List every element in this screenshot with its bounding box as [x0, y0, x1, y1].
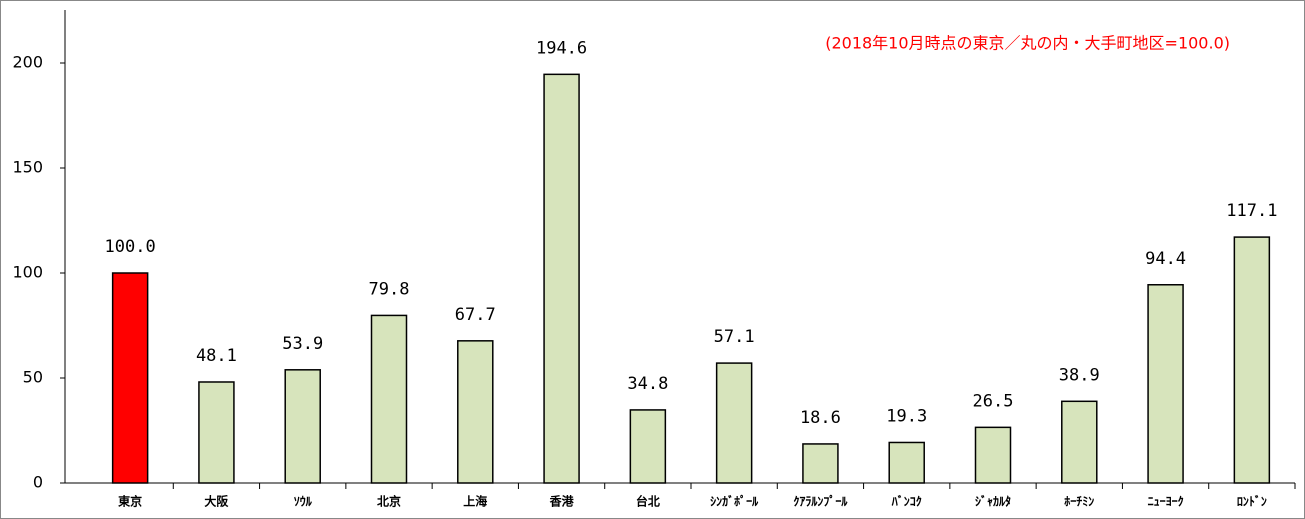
y-tick-label: 200 [12, 53, 43, 72]
x-tick-label: ﾊﾞﾝｺｸ [891, 494, 922, 509]
bar [457, 340, 494, 484]
x-tick-label: 東京 [118, 494, 142, 509]
bar [802, 443, 839, 484]
y-tick-label: 100 [12, 263, 43, 282]
x-tick-label: 大阪 [204, 494, 229, 509]
bar [1061, 400, 1098, 484]
bar [198, 381, 235, 484]
value-label: 26.5 [973, 391, 1014, 411]
y-tick-label: 150 [12, 158, 43, 177]
value-label: 194.6 [536, 38, 587, 58]
x-tick-label: ｼﾞｬｶﾙﾀ [975, 494, 1011, 509]
value-label: 48.1 [196, 346, 237, 366]
x-tick-label: ｸｱﾗﾙﾝﾌﾟｰﾙ [793, 494, 848, 509]
bar [1147, 284, 1184, 484]
x-tick-label: ﾛﾝﾄﾞﾝ [1237, 494, 1267, 509]
x-tick-label: ﾎｰﾁﾐﾝ [1064, 495, 1094, 509]
y-tick-label: 0 [33, 473, 43, 492]
bar [111, 272, 149, 484]
bar [284, 369, 321, 484]
value-label: 57.1 [714, 327, 755, 347]
x-tick-label: ｼﾝｶﾞﾎﾟｰﾙ [710, 494, 759, 509]
value-label: 117.1 [1226, 201, 1277, 221]
annotation: (2018年10月時点の東京／丸の内・大手町地区=100.0) [825, 34, 1230, 53]
x-tick-label: 北京 [377, 494, 401, 509]
value-label: 18.6 [800, 408, 841, 428]
value-label: 19.3 [886, 406, 927, 426]
value-label: 94.4 [1145, 249, 1186, 269]
bar [543, 73, 580, 484]
value-label: 38.9 [1059, 365, 1100, 385]
x-tick-label: ﾆｭｰﾖｰｸ [1148, 495, 1184, 509]
x-tick-label: 上海 [463, 494, 487, 509]
bar [974, 426, 1012, 484]
x-tick-label: ｿｳﾙ [294, 495, 313, 509]
bar [715, 362, 753, 484]
value-label: 53.9 [282, 334, 323, 354]
x-tick-label: 台北 [636, 494, 660, 509]
y-tick-label: 50 [23, 368, 43, 387]
bar [888, 441, 925, 484]
value-label: 34.8 [627, 374, 668, 394]
bar [1233, 236, 1271, 484]
x-tick-label: 香港 [549, 494, 575, 509]
value-label: 67.7 [455, 305, 496, 325]
value-label: 79.8 [369, 279, 410, 299]
bar [370, 314, 408, 484]
value-label: 100.0 [105, 237, 156, 257]
bar [629, 409, 667, 484]
